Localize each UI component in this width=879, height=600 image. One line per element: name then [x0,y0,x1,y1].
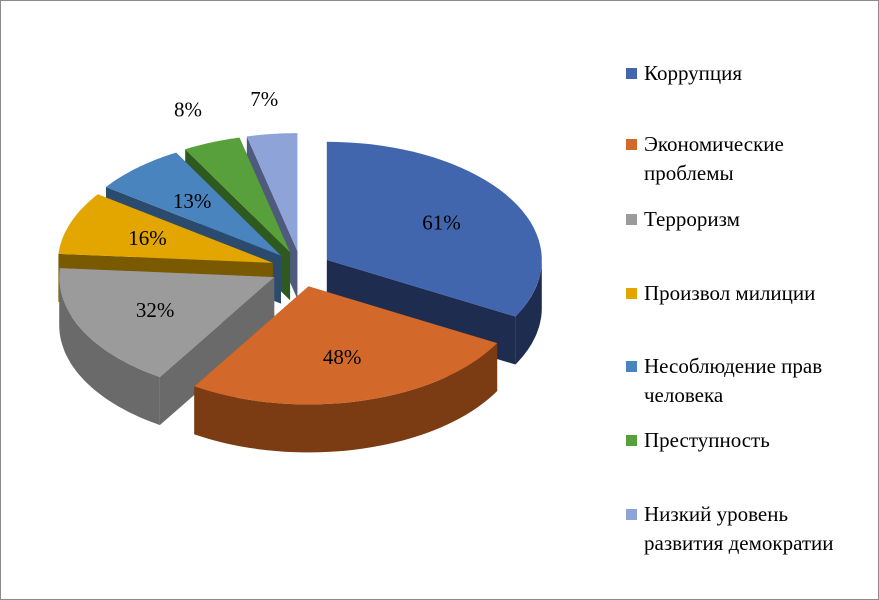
slice-top [58,194,273,263]
legend-item: Коррупция [626,59,742,88]
legend-item: Терроризм [626,205,740,234]
legend-swatch [626,288,637,299]
data-label: 16% [128,226,167,250]
legend-item: Экономические проблемы [626,130,784,188]
data-label: 13% [173,189,212,213]
legend-label: Преступность [644,426,770,455]
legend-label-line: человека [644,383,724,407]
legend-label-line: Несоблюдение прав [644,354,823,378]
legend-item: Низкий уровень развития демократии [626,500,834,558]
legend-label: Произвол милиции [644,279,815,308]
legend-label-line: Коррупция [644,61,743,85]
legend-swatch [626,509,637,520]
legend-swatch [626,214,637,225]
slice-top [59,268,275,378]
slice-outer-wall [515,259,542,365]
slice-outer-wall [59,277,160,426]
legend-label-line: проблемы [644,161,734,185]
data-label: 61% [422,211,461,235]
slice-top [106,152,281,256]
legend-label-line: Произвол милиции [644,281,816,305]
slice-top [194,286,498,405]
legend-label: Низкий уровень развития демократии [644,500,834,558]
legend-label-line: развития демократии [644,531,834,555]
legend-swatch [626,435,637,446]
slice-outer-wall [194,343,498,453]
legend-swatch [626,139,637,150]
legend-label-line: Низкий уровень [644,502,789,526]
legend-swatch [626,361,637,372]
legend-swatch [626,68,637,79]
legend-label: Экономические проблемы [644,130,784,188]
data-label: 8% [174,97,202,121]
data-label: 32% [136,298,175,322]
legend-label-line: Терроризм [644,207,740,231]
slice-top [185,137,291,253]
legend-label: Несоблюдение прав человека [644,352,822,410]
legend-label-line: Экономические [644,132,784,156]
legend-label: Терроризм [644,205,740,234]
data-label: 48% [323,345,362,369]
legend-label: Коррупция [644,59,742,88]
pie-slice-2 [59,268,275,426]
legend-item: Преступность [626,426,770,455]
slice-top [326,141,542,317]
pie-slice-1 [194,286,498,453]
slice-top [246,133,298,252]
legend-item: Произвол милиции [626,279,815,308]
data-label: 7% [250,87,278,111]
legend-item: Несоблюдение прав человека [626,352,822,410]
legend-label-line: Преступность [644,428,770,452]
